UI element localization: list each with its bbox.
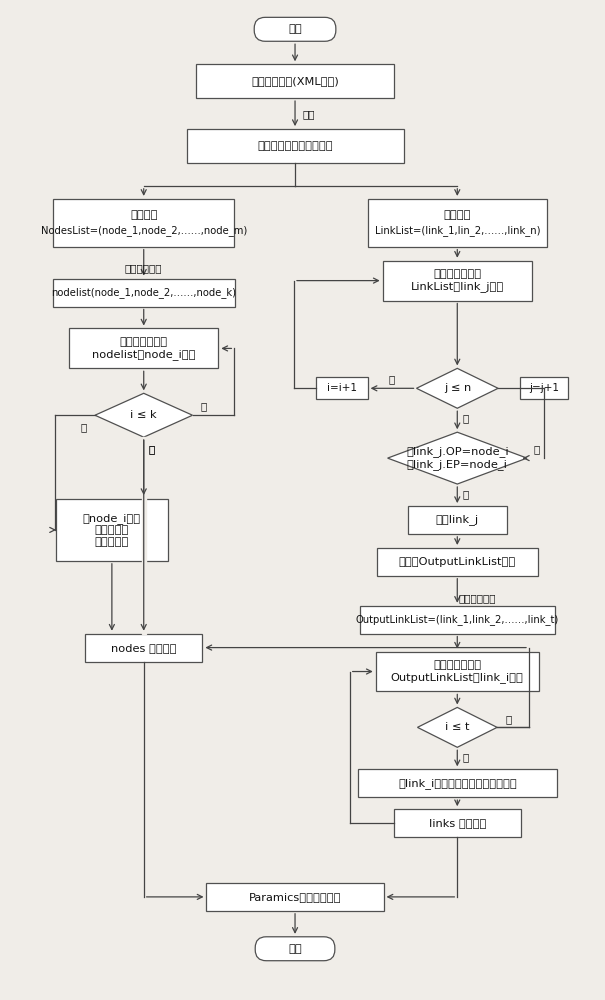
Text: i ≤ t: i ≤ t: [445, 722, 469, 732]
Text: 按遍历顺序读取
LinkList中link_j元素: 按遍历顺序读取 LinkList中link_j元素: [411, 269, 504, 292]
Text: 去除重复元素: 去除重复元素: [459, 593, 496, 603]
Text: nodes 路网文件: nodes 路网文件: [111, 643, 177, 653]
Text: 否: 否: [506, 714, 512, 724]
FancyBboxPatch shape: [254, 17, 336, 41]
Text: 是: 是: [462, 413, 468, 423]
FancyBboxPatch shape: [520, 377, 567, 399]
Text: 将node_i各属
性值依次写
入文本文件: 将node_i各属 性值依次写 入文本文件: [83, 513, 141, 547]
FancyBboxPatch shape: [316, 377, 368, 399]
Text: 否: 否: [534, 444, 540, 454]
Text: 开始: 开始: [288, 24, 302, 34]
FancyBboxPatch shape: [376, 652, 539, 691]
Text: 是: 是: [462, 752, 468, 762]
FancyBboxPatch shape: [85, 634, 203, 662]
Text: LinkList=(link_1,lin_2,……,link_n): LinkList=(link_1,lin_2,……,link_n): [374, 225, 540, 236]
Polygon shape: [417, 707, 497, 747]
Text: j ≤ n: j ≤ n: [443, 383, 471, 393]
Text: 是: 是: [462, 489, 468, 499]
FancyBboxPatch shape: [377, 548, 538, 576]
Text: 去除重复元素: 去除重复元素: [125, 264, 163, 274]
Polygon shape: [95, 393, 192, 437]
FancyBboxPatch shape: [56, 499, 168, 561]
Text: 添加到OutputLinkList链表: 添加到OutputLinkList链表: [399, 557, 516, 567]
Text: 否: 否: [388, 374, 394, 384]
Text: 路网节点信息及路段信息: 路网节点信息及路段信息: [257, 141, 333, 151]
FancyBboxPatch shape: [368, 199, 547, 247]
Text: 路段链表: 路段链表: [443, 210, 471, 220]
Text: links 路网文件: links 路网文件: [428, 818, 486, 828]
FancyBboxPatch shape: [382, 261, 532, 301]
Text: NodesList=(node_1,node_2,……,node_m): NodesList=(node_1,node_2,……,node_m): [41, 225, 247, 236]
Polygon shape: [388, 432, 527, 484]
FancyBboxPatch shape: [394, 809, 521, 837]
FancyBboxPatch shape: [197, 64, 394, 98]
Text: Paramics基础路网文件: Paramics基础路网文件: [249, 892, 341, 902]
FancyBboxPatch shape: [53, 199, 234, 247]
Text: 否: 否: [149, 444, 155, 454]
FancyBboxPatch shape: [186, 129, 404, 163]
Text: i ≤ k: i ≤ k: [131, 410, 157, 420]
Text: nodelist(node_1,node_2,……,node_k): nodelist(node_1,node_2,……,node_k): [51, 287, 236, 298]
Text: OutputLinkList=(link_1,link_2,……,link_t): OutputLinkList=(link_1,link_2,……,link_t): [356, 614, 559, 625]
Text: 按遍历顺序读取
nodelist中node_i元素: 按遍历顺序读取 nodelist中node_i元素: [92, 337, 195, 360]
Text: 按遍历顺序读取
OutputLinkList中link_i元素: 按遍历顺序读取 OutputLinkList中link_i元素: [391, 660, 524, 683]
Text: 否: 否: [149, 444, 155, 454]
FancyBboxPatch shape: [408, 506, 507, 534]
Text: 输出link_j: 输出link_j: [436, 514, 479, 525]
FancyBboxPatch shape: [53, 279, 235, 307]
Bar: [142, 437, 146, 634]
FancyBboxPatch shape: [255, 937, 335, 961]
FancyBboxPatch shape: [69, 328, 218, 368]
FancyBboxPatch shape: [358, 769, 557, 797]
FancyBboxPatch shape: [360, 606, 555, 634]
Text: 基础路网数据(XML文件): 基础路网数据(XML文件): [251, 76, 339, 86]
Text: 结束: 结束: [288, 944, 302, 954]
Text: 节点链表: 节点链表: [130, 210, 157, 220]
Text: 若link_j.OP=node_i
或link_j.EP=node_i: 若link_j.OP=node_i 或link_j.EP=node_i: [406, 446, 509, 470]
Polygon shape: [416, 368, 498, 408]
Text: 将link_i各属性值依次写入文本文件: 将link_i各属性值依次写入文本文件: [398, 778, 517, 789]
FancyBboxPatch shape: [206, 883, 384, 911]
Text: 解析: 解析: [302, 109, 315, 119]
Text: i=i+1: i=i+1: [327, 383, 357, 393]
Text: 是: 是: [81, 422, 87, 432]
Text: 是: 是: [200, 401, 206, 411]
Text: j=j+1: j=j+1: [529, 383, 559, 393]
